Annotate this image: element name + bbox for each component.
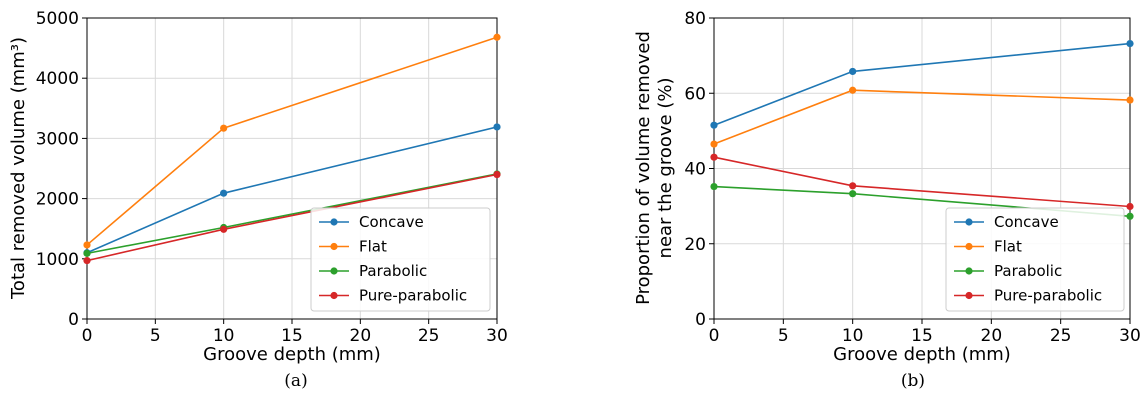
data-point — [1126, 96, 1134, 104]
x-tick-label: 10 — [842, 326, 864, 346]
data-point — [849, 67, 857, 76]
x-tick-label: 25 — [1050, 326, 1072, 346]
y-axis-label-line: near the groove (%) — [655, 78, 676, 259]
x-tick-label: 0 — [82, 326, 93, 346]
legend-label: Pure-parabolic — [994, 287, 1102, 305]
data-point — [710, 140, 718, 148]
legend-marker — [965, 267, 973, 275]
series-pure-parabolic — [83, 170, 501, 265]
legend-box — [310, 207, 491, 312]
legend-marker — [330, 291, 338, 300]
data-point — [849, 86, 857, 94]
legend-label: Concave — [359, 213, 424, 231]
data-point — [1126, 212, 1134, 220]
y-tick-label: 1000 — [36, 250, 79, 270]
x-tick-label: 15 — [281, 326, 303, 346]
y-tick-label: 2000 — [36, 190, 79, 210]
y-tick-label: 60 — [684, 84, 706, 104]
data-point — [710, 153, 718, 161]
data-point — [1126, 39, 1134, 48]
chart-b: 0 5 10 15 20 25 30 0 20 40 60 80 Groove depth (mm) Pr… — [633, 9, 1141, 391]
data-point — [83, 249, 91, 257]
series-concave — [710, 39, 1134, 129]
data-point — [849, 182, 857, 190]
legend-label: Concave — [994, 213, 1059, 231]
data-point — [220, 189, 228, 197]
data-point — [220, 124, 228, 132]
x-tick-label: 30 — [1119, 326, 1141, 346]
legend-label: Flat — [359, 238, 387, 256]
x-tick-label: 0 — [709, 326, 720, 346]
data-point — [849, 190, 857, 198]
x-tick-label: 15 — [911, 326, 933, 346]
x-axis-label: Groove depth (mm) — [203, 344, 381, 365]
legend-box — [945, 207, 1125, 312]
legend-marker — [965, 218, 973, 226]
data-point — [1126, 202, 1134, 211]
data-point — [220, 225, 228, 233]
x-tick-label: 20 — [350, 326, 372, 346]
x-tick-label: 10 — [213, 326, 235, 346]
legend-marker — [965, 242, 973, 251]
y-tick-label: 20 — [684, 235, 706, 255]
y-tick-label: 3000 — [36, 129, 79, 149]
x-tick-label: 5 — [150, 326, 161, 346]
y-axis-label: Total removed volume (mm³) — [8, 37, 29, 300]
y-tick-label: 0 — [695, 310, 706, 330]
data-point — [493, 123, 501, 131]
y-tick-label: 40 — [684, 160, 706, 180]
y-tick-label: 5000 — [36, 9, 79, 29]
data-point — [493, 33, 501, 41]
data-point — [83, 257, 91, 265]
y-axis-label-line: Total removed volume (mm³) — [8, 37, 29, 300]
chart-a: 0 5 10 15 20 25 30 0 1000 2000 3000 4000 5000 Groove … — [8, 9, 508, 391]
legend-label: Pure-parabolic — [359, 287, 467, 305]
legend-label: Parabolic — [994, 262, 1062, 280]
data-point — [83, 241, 91, 249]
data-point — [493, 170, 501, 179]
legend-marker — [330, 242, 338, 251]
y-axis-label-line: Proportion of volume removed — [633, 31, 654, 305]
series-pure-parabolic — [710, 153, 1134, 211]
legend: Concave Flat Parabolic Pure-parabolic — [945, 207, 1125, 312]
x-tick-label: 20 — [981, 326, 1003, 346]
y-tick-label: 0 — [68, 310, 79, 330]
legend-label: Parabolic — [359, 262, 427, 280]
series-flat — [83, 33, 501, 249]
legend: Concave Flat Parabolic Pure-parabolic — [310, 207, 491, 312]
y-tick-label: 80 — [684, 9, 706, 29]
legend-marker — [330, 267, 338, 275]
y-tick-label: 4000 — [36, 69, 79, 89]
series-flat — [710, 86, 1134, 148]
legend-label: Flat — [994, 238, 1022, 256]
x-axis-label: Groove depth (mm) — [833, 344, 1011, 365]
data-point — [710, 121, 718, 129]
data-point — [710, 182, 718, 191]
x-tick-label: 30 — [486, 326, 508, 346]
panel-caption: (b) — [901, 371, 925, 391]
panel-caption: (a) — [284, 371, 307, 391]
x-tick-label: 5 — [778, 326, 789, 346]
x-tick-label: 25 — [418, 326, 440, 346]
legend-marker — [965, 291, 973, 300]
legend-marker — [330, 218, 338, 226]
y-axis-label: Proportion of volume removednear the gro… — [633, 31, 676, 305]
